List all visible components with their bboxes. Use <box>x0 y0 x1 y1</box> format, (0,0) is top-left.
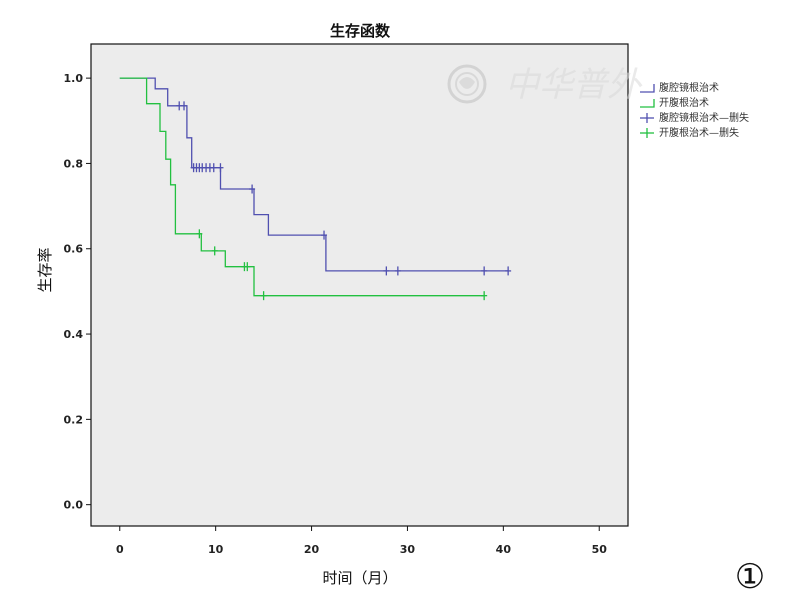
censor-mark <box>196 229 203 239</box>
legend-label: 腹腔镜根治术 <box>659 81 719 94</box>
legend-item: 开腹根治术—删失 <box>640 126 739 139</box>
x-tick-label: 20 <box>304 543 320 556</box>
watermark: 中华普外 <box>447 64 643 105</box>
chart-title: 生存函数 <box>330 22 391 40</box>
y-tick-label: 0.2 <box>64 413 84 426</box>
y-axis-title: 生存率 <box>36 247 54 292</box>
censor-mark <box>210 163 217 173</box>
legend-item: 腹腔镜根治术 <box>640 81 719 94</box>
censor-mark <box>249 184 256 194</box>
y-tick-label: 0.4 <box>64 328 84 341</box>
legend-label: 开腹根治术—删失 <box>659 126 739 139</box>
legend-plus-symbol <box>640 113 654 123</box>
y-axis: 0.0 0.2 0.4 0.6 0.8 1.0 <box>64 72 91 512</box>
legend-plus-symbol <box>640 128 654 138</box>
survival-curve-line <box>119 77 485 297</box>
x-axis: 0 10 20 30 40 50 <box>116 526 607 556</box>
legend-item: 开腹根治术 <box>640 96 709 109</box>
censor-mark <box>481 291 488 301</box>
censor-mark <box>383 266 390 276</box>
series-0 <box>119 77 512 276</box>
censor-mark <box>211 246 218 256</box>
x-tick-label: 50 <box>592 543 608 556</box>
x-tick-label: 0 <box>116 543 124 556</box>
legend-label: 开腹根治术 <box>659 96 709 109</box>
censor-mark <box>505 266 512 276</box>
legend-item: 腹腔镜根治术—删失 <box>640 111 749 124</box>
legend-line-symbol <box>640 84 655 93</box>
censor-mark <box>321 230 328 240</box>
censor-mark <box>481 266 488 276</box>
legend-line-symbol <box>640 99 655 108</box>
legend-label: 腹腔镜根治术—删失 <box>659 111 749 124</box>
y-tick-label: 1.0 <box>64 72 84 85</box>
y-tick-label: 0.0 <box>64 499 84 512</box>
series-1 <box>119 77 488 301</box>
x-tick-label: 30 <box>400 543 416 556</box>
y-tick-label: 0.8 <box>64 157 84 170</box>
y-tick-label: 0.6 <box>64 243 84 256</box>
censor-mark <box>244 262 251 272</box>
censor-mark <box>260 291 267 301</box>
x-axis-title: 时间（月） <box>322 569 397 587</box>
censor-mark <box>217 163 224 173</box>
censor-mark <box>181 101 188 111</box>
watermark-text: 中华普外 <box>505 65 643 105</box>
censor-mark <box>394 266 401 276</box>
x-tick-label: 10 <box>208 543 224 556</box>
plot-area <box>90 43 629 527</box>
series-layer <box>119 77 512 301</box>
x-tick-label: 40 <box>496 543 512 556</box>
watermark-seal-icon <box>447 64 487 104</box>
panel-number: ① <box>735 557 765 597</box>
